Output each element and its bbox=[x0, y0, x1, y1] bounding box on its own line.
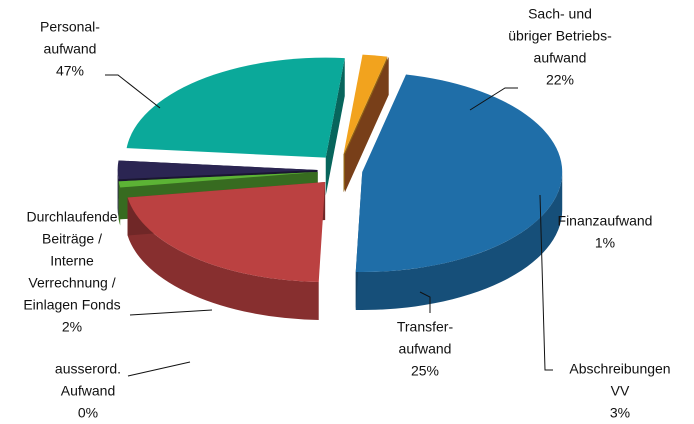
slice-label: Transfer- bbox=[397, 319, 454, 335]
slice-side bbox=[127, 197, 319, 320]
slice-percent: 1% bbox=[595, 235, 615, 251]
slice-percent: 0% bbox=[78, 405, 98, 421]
slice bbox=[118, 171, 318, 188]
slice bbox=[343, 54, 388, 155]
slice-side bbox=[355, 172, 563, 311]
leader-line bbox=[129, 309, 213, 316]
slice-side bbox=[117, 169, 119, 218]
slice-label: aufwand bbox=[534, 50, 587, 66]
slice-label: aufwand bbox=[399, 341, 452, 357]
slice bbox=[355, 74, 563, 273]
slice-label: Verrechnung / bbox=[28, 275, 115, 291]
slice-face bbox=[344, 56, 389, 193]
slice bbox=[117, 160, 318, 180]
slice-label: Durchlaufende bbox=[26, 209, 117, 225]
slice-label: Finanzaufwand bbox=[558, 213, 653, 229]
leader-line bbox=[419, 291, 431, 313]
slice-percent: 2% bbox=[62, 319, 82, 335]
slice-label: ausserord. bbox=[55, 361, 121, 377]
leader-line bbox=[539, 194, 553, 371]
slice-label: Sach- und bbox=[528, 6, 592, 22]
slice-label: Beiträge / bbox=[42, 231, 102, 247]
slice-label: Abschreibungen bbox=[569, 361, 670, 377]
slice-label: Interne bbox=[50, 253, 94, 269]
slice-label: Einlagen Fonds bbox=[23, 297, 120, 313]
slice-label: VV bbox=[611, 383, 630, 399]
slice-label: aufwand bbox=[44, 41, 97, 57]
slice-face bbox=[325, 58, 345, 196]
leader-line bbox=[469, 87, 518, 111]
slice bbox=[126, 57, 345, 158]
slice bbox=[127, 181, 326, 282]
slice-label: Personal- bbox=[40, 19, 100, 35]
slice-label: übriger Betriebs- bbox=[508, 28, 612, 44]
slice-percent: 22% bbox=[546, 72, 574, 88]
slice-label: Aufwand bbox=[61, 383, 115, 399]
leader-line bbox=[127, 361, 191, 377]
slice-percent: 47% bbox=[56, 63, 84, 79]
slice-percent: 3% bbox=[610, 405, 630, 421]
slice-percent: 25% bbox=[411, 363, 439, 379]
leader-line bbox=[105, 74, 161, 109]
